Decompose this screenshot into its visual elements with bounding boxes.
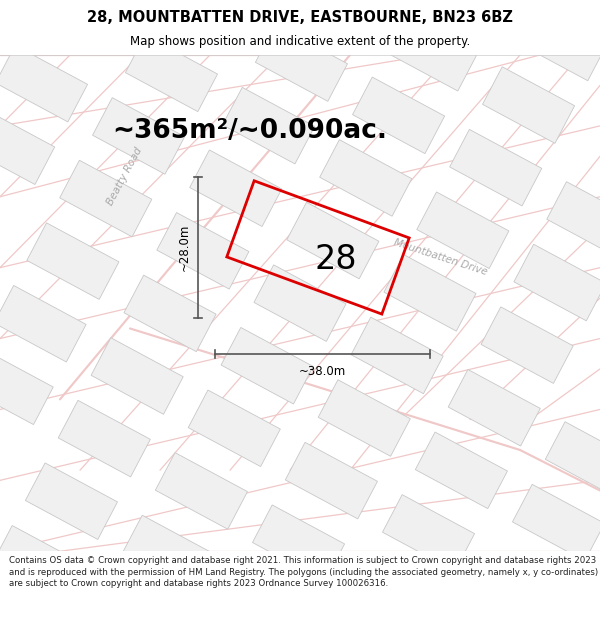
Polygon shape bbox=[253, 505, 344, 581]
Polygon shape bbox=[122, 515, 215, 592]
Text: Mountbatten Drive: Mountbatten Drive bbox=[392, 238, 488, 278]
Polygon shape bbox=[515, 4, 600, 81]
Polygon shape bbox=[254, 265, 346, 341]
Polygon shape bbox=[417, 192, 509, 269]
Polygon shape bbox=[287, 202, 379, 279]
Text: 28: 28 bbox=[315, 243, 357, 276]
Text: Contains OS data © Crown copyright and database right 2021. This information is : Contains OS data © Crown copyright and d… bbox=[9, 556, 598, 588]
Polygon shape bbox=[0, 286, 86, 362]
Polygon shape bbox=[124, 275, 216, 352]
Polygon shape bbox=[514, 244, 600, 321]
Polygon shape bbox=[157, 213, 249, 289]
Text: ~365m²/~0.090ac.: ~365m²/~0.090ac. bbox=[113, 118, 388, 144]
Text: 28, MOUNTBATTEN DRIVE, EASTBOURNE, BN23 6BZ: 28, MOUNTBATTEN DRIVE, EASTBOURNE, BN23 … bbox=[87, 10, 513, 25]
Polygon shape bbox=[0, 108, 55, 184]
Polygon shape bbox=[384, 254, 476, 331]
Polygon shape bbox=[91, 338, 183, 414]
Polygon shape bbox=[125, 35, 218, 112]
Text: Map shows position and indicative extent of the property.: Map shows position and indicative extent… bbox=[130, 35, 470, 48]
Polygon shape bbox=[385, 14, 478, 91]
Polygon shape bbox=[382, 494, 475, 571]
Polygon shape bbox=[190, 150, 282, 226]
Text: Beatty Road: Beatty Road bbox=[106, 146, 145, 207]
Polygon shape bbox=[449, 129, 542, 206]
Polygon shape bbox=[318, 380, 410, 456]
Polygon shape bbox=[59, 160, 152, 237]
Polygon shape bbox=[482, 67, 575, 143]
Polygon shape bbox=[353, 77, 445, 154]
Polygon shape bbox=[351, 317, 443, 394]
Polygon shape bbox=[0, 526, 85, 602]
Polygon shape bbox=[320, 139, 412, 216]
Polygon shape bbox=[27, 223, 119, 299]
Polygon shape bbox=[547, 182, 600, 258]
Polygon shape bbox=[481, 307, 573, 383]
Polygon shape bbox=[188, 390, 280, 467]
Polygon shape bbox=[223, 88, 314, 164]
Polygon shape bbox=[512, 484, 600, 561]
Polygon shape bbox=[155, 452, 247, 529]
Polygon shape bbox=[415, 432, 508, 509]
Polygon shape bbox=[221, 328, 313, 404]
Polygon shape bbox=[92, 98, 185, 174]
Text: ~28.0m: ~28.0m bbox=[178, 224, 191, 271]
Polygon shape bbox=[0, 348, 53, 424]
Polygon shape bbox=[58, 401, 151, 477]
Polygon shape bbox=[256, 25, 347, 101]
Polygon shape bbox=[25, 463, 118, 539]
Polygon shape bbox=[286, 442, 377, 519]
Polygon shape bbox=[448, 369, 541, 446]
Polygon shape bbox=[545, 422, 600, 498]
Text: ~38.0m: ~38.0m bbox=[299, 366, 346, 379]
Polygon shape bbox=[0, 46, 88, 122]
